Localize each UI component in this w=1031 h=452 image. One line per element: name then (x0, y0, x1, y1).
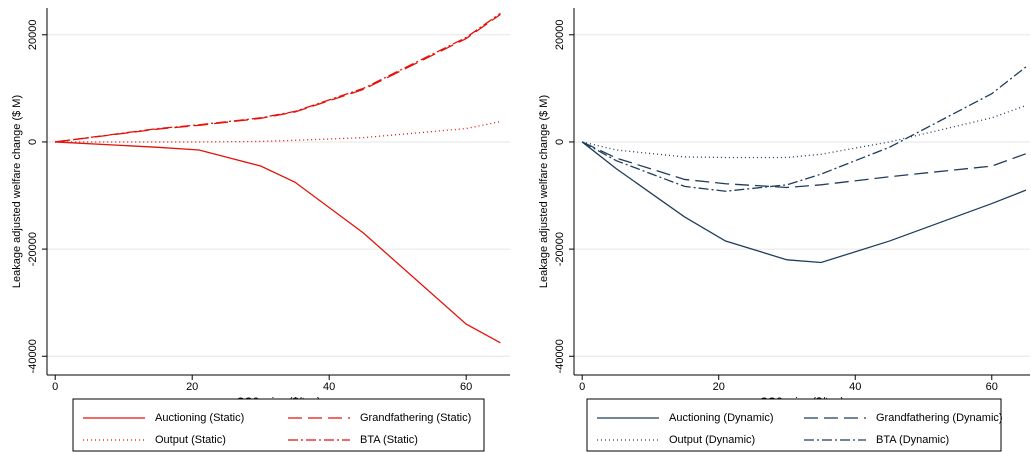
legend-label: Output (Dynamic) (669, 434, 755, 446)
legend-label: Grandfathering (Static) (360, 412, 471, 424)
x-tick-label: 40 (849, 381, 861, 393)
series-line (55, 120, 501, 143)
x-tick-label: 0 (579, 381, 585, 393)
series-line (582, 104, 1027, 159)
series-line (55, 13, 501, 143)
legend-label: Auctioning (Static) (155, 412, 244, 424)
y-tick-label: -40000 (27, 339, 39, 373)
y-tick-label: 20000 (554, 19, 566, 50)
y-tick-label: -20000 (27, 232, 39, 266)
x-tick-label: 20 (186, 381, 198, 393)
y-tick-label: 0 (554, 139, 566, 145)
legend-label: BTA (Dynamic) (876, 434, 949, 446)
y-tick-label: -40000 (554, 339, 566, 373)
y-axis-title: Leakage adjusted welfare change ($ M) (538, 95, 550, 288)
y-tick-label: -20000 (554, 232, 566, 266)
legend-label: Auctioning (Dynamic) (669, 412, 774, 424)
series-line (581, 141, 1027, 264)
y-tick-label: 20000 (27, 19, 39, 50)
legend-label: Output (Static) (155, 434, 226, 446)
series-line (55, 141, 501, 344)
legend-label: BTA (Static) (360, 434, 418, 446)
x-tick-label: 0 (52, 381, 58, 393)
x-tick-label: 40 (323, 381, 335, 393)
series-line (55, 12, 501, 143)
x-tick-label: 60 (460, 381, 472, 393)
legend-box (72, 398, 485, 452)
x-tick-label: 60 (986, 381, 998, 393)
y-tick-label: 0 (27, 139, 39, 145)
legend-box (586, 398, 1002, 452)
series-line (581, 66, 1027, 192)
series-line (581, 141, 1027, 189)
x-tick-label: 20 (713, 381, 725, 393)
y-axis-title: Leakage adjusted welfare change ($ M) (11, 95, 23, 288)
legend-label: Grandfathering (Dynamic) (876, 412, 1003, 424)
